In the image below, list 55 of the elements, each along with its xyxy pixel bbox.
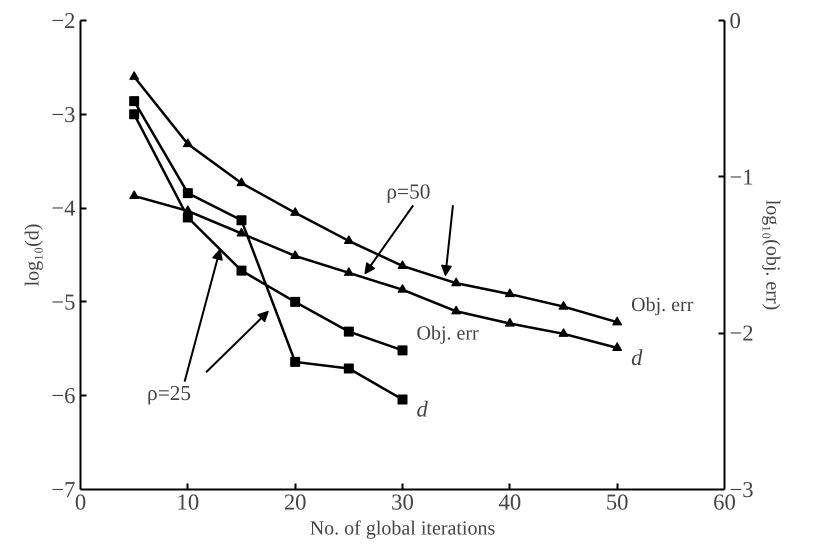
point	[398, 345, 408, 356]
point	[344, 267, 354, 276]
point	[398, 260, 408, 270]
point	[182, 138, 193, 148]
point	[451, 306, 462, 314]
point	[290, 207, 300, 216]
y2-tick-label: −1	[730, 164, 754, 190]
y-axis-title: log₁₀(d)	[21, 224, 44, 286]
point	[129, 71, 140, 80]
x-tick-label: 30	[391, 490, 414, 514]
x-tick-label: 0	[74, 490, 86, 514]
point	[504, 288, 515, 298]
y2-tick-label: 0	[730, 8, 741, 33]
point	[558, 300, 568, 310]
y-tick-label: −3	[51, 102, 76, 127]
point	[558, 328, 568, 337]
point	[504, 318, 515, 327]
y-tick-label: −2	[51, 8, 76, 33]
point	[290, 296, 300, 307]
point	[129, 190, 140, 200]
point	[236, 228, 246, 237]
y2-tick-label: −2	[730, 320, 754, 346]
point	[451, 277, 462, 286]
series-label: Obj. err	[631, 294, 694, 316]
x-tick-label: 40	[498, 490, 522, 514]
point	[612, 342, 622, 351]
point	[398, 284, 408, 293]
point	[182, 212, 193, 222]
series-label: d	[416, 396, 428, 422]
series-label: Obj. err	[416, 322, 480, 344]
point	[344, 235, 354, 244]
point	[236, 177, 246, 186]
point	[182, 188, 193, 198]
x-tick-label: 10	[176, 490, 200, 514]
point	[612, 316, 622, 326]
point	[344, 364, 354, 374]
annotation: ρ=50	[386, 179, 430, 204]
point	[129, 109, 140, 120]
x-axis-title: No. of global iterations	[310, 518, 496, 540]
y2-axis-title: log₁₀(obj. err)	[762, 200, 784, 310]
point	[290, 356, 300, 367]
point	[290, 250, 300, 260]
series-label: d	[631, 344, 644, 370]
annotation: ρ=25	[147, 381, 192, 406]
x-tick-label: 20	[284, 490, 306, 514]
y-tick-label: −5	[51, 289, 76, 314]
point	[236, 266, 246, 276]
y-tick-label: −7	[51, 477, 76, 502]
point	[129, 96, 140, 106]
y-tick-label: −6	[51, 383, 76, 408]
point	[344, 326, 354, 337]
point	[398, 394, 408, 404]
point	[236, 215, 246, 226]
x-tick-label: 50	[606, 490, 628, 514]
y-tick-label: −4	[51, 196, 76, 221]
